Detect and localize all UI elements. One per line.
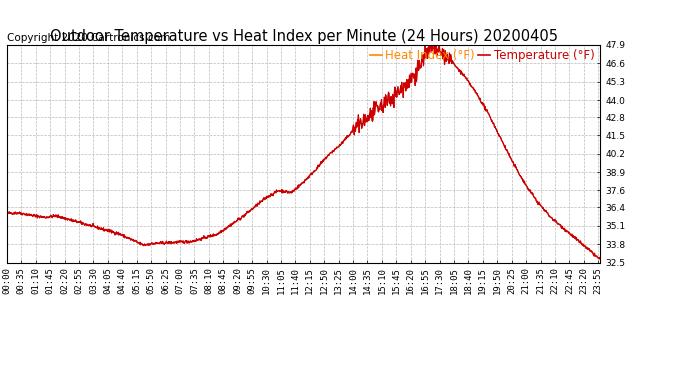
Text: Copyright 2020 Cartronics.com: Copyright 2020 Cartronics.com — [7, 33, 170, 43]
Title: Outdoor Temperature vs Heat Index per Minute (24 Hours) 20200405: Outdoor Temperature vs Heat Index per Mi… — [50, 29, 558, 44]
Legend: Heat Index (°F), Temperature (°F): Heat Index (°F), Temperature (°F) — [370, 49, 594, 62]
